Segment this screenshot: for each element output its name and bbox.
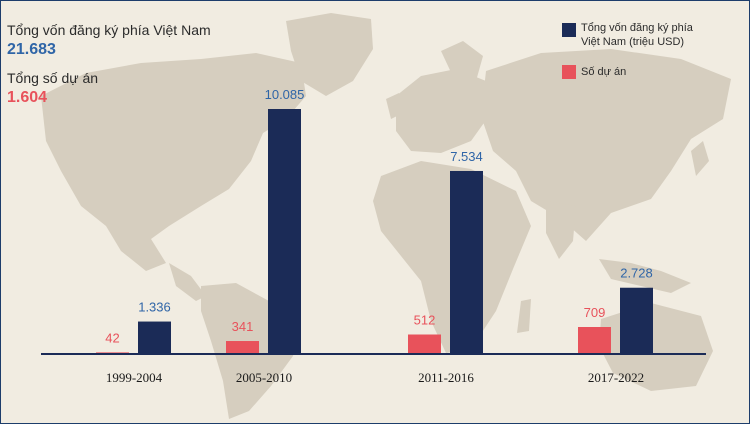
- capital-value-label: 1.336: [138, 300, 171, 315]
- capital-bar: [450, 170, 483, 354]
- capital-bar: [620, 287, 653, 354]
- legend-capital-line2: Việt Nam (triệu USD): [581, 36, 685, 48]
- legend-label-projects: Số dự án: [581, 66, 627, 78]
- category-label: 1999-2004: [106, 370, 163, 385]
- project-value-label: 512: [414, 313, 436, 328]
- project-value-label: 341: [232, 319, 254, 334]
- legend-label-capital: Tổng vốn đăng ký phía Việt Nam (triệu US…: [581, 21, 693, 49]
- project-bar: [226, 341, 259, 354]
- project-value-label: 709: [584, 305, 606, 320]
- legend-capital-line1: Tổng vốn đăng ký phía: [581, 22, 693, 34]
- category-label: 2005-2010: [236, 370, 292, 385]
- world-map-shapes: [41, 13, 731, 419]
- capital-value-label: 2.728: [620, 266, 653, 281]
- legend-swatch-projects: [562, 65, 576, 79]
- project-bar: [578, 327, 611, 354]
- project-bar: [408, 334, 441, 354]
- total-projects-label: Tổng số dự án: [7, 70, 99, 86]
- capital-bar: [138, 321, 171, 354]
- capital-value-label: 10.085: [265, 87, 305, 102]
- category-label: 2011-2016: [418, 370, 474, 385]
- total-capital-label: Tổng vốn đăng ký phía Việt Nam: [7, 22, 211, 38]
- total-projects-value: 1.604: [7, 89, 48, 106]
- total-capital-value: 21.683: [7, 41, 56, 58]
- capital-value-label: 7.534: [450, 149, 483, 164]
- category-label: 2017-2022: [588, 370, 644, 385]
- legend-swatch-capital: [562, 23, 576, 37]
- capital-bar: [268, 109, 301, 354]
- project-value-label: 42: [105, 330, 119, 345]
